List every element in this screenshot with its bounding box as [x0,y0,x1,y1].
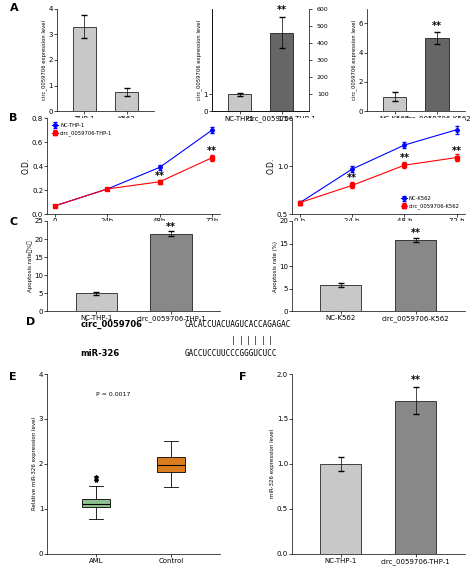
Text: **: ** [155,171,164,181]
Text: **: ** [411,375,421,385]
Bar [383,96,407,111]
Text: F: F [239,372,247,383]
Y-axis label: circ_0059706 expression level: circ_0059706 expression level [352,20,357,100]
Bar [320,285,362,311]
Bar [395,240,437,311]
Text: D: D [26,317,36,327]
Text: **: ** [277,5,287,15]
Y-axis label: circ_0059706 expression level: circ_0059706 expression level [196,20,202,100]
Legend: NC-THP-1, circ_0059706-THP-1: NC-THP-1, circ_0059706-THP-1 [50,121,115,138]
PathPatch shape [82,499,110,506]
Text: |: | [261,336,265,345]
Bar [320,464,362,554]
Text: **: ** [432,22,442,31]
Text: GACCUCCUUCCCGGGUCUCC: GACCUCCUUCCCGGGUCUCC [185,349,277,359]
Y-axis label: Apoptosis rate (%): Apoptosis rate (%) [273,240,278,292]
Bar [270,33,293,111]
Y-axis label: circ_0059706 expression level: circ_0059706 expression level [41,20,47,100]
Y-axis label: Apoptosis rate（%）: Apoptosis rate（%） [27,240,33,292]
Y-axis label: O.D.: O.D. [266,158,275,174]
Text: miR-326: miR-326 [81,349,120,359]
Y-axis label: miR-326 expression level: miR-326 expression level [270,429,275,498]
Text: **: ** [166,222,176,232]
Text: C: C [9,217,18,227]
Text: circ_0059706: circ_0059706 [81,320,143,329]
Text: |: | [238,336,243,345]
Text: A: A [9,3,18,13]
Text: **: ** [452,146,462,156]
Text: **: ** [207,146,217,156]
Text: E: E [9,372,17,383]
PathPatch shape [157,457,185,472]
Bar [395,401,437,554]
Text: |: | [231,336,236,345]
Y-axis label: Relative miR-326 expression level: Relative miR-326 expression level [32,417,37,510]
Text: **: ** [411,228,421,238]
Bar [73,27,96,111]
Text: **: ** [400,154,410,163]
Legend: NC-K562, circ_0059706-K562: NC-K562, circ_0059706-K562 [399,194,462,211]
Text: CACACCUACUAGUCACCAGAGAC: CACACCUACUAGUCACCAGAGAC [185,320,291,329]
Text: |: | [268,336,273,345]
Text: |: | [246,336,251,345]
Text: P = 0.0017: P = 0.0017 [96,392,130,397]
Bar [228,94,251,111]
Text: **: ** [347,173,357,183]
Y-axis label: O.D.: O.D. [22,158,31,174]
Bar [150,234,191,311]
Bar [426,38,449,111]
Text: B: B [9,113,18,123]
Bar [75,293,117,311]
Text: |: | [253,336,258,345]
Bar [115,92,138,111]
